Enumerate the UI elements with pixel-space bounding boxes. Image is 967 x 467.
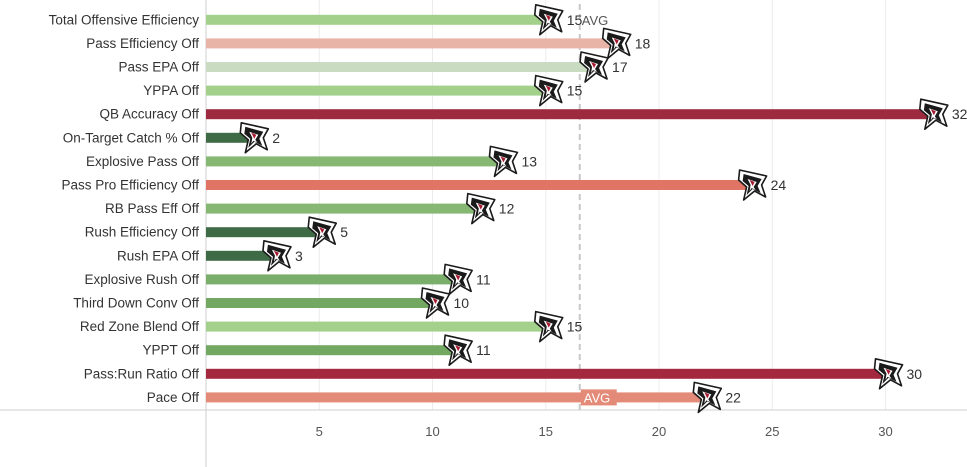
category-label: QB Accuracy Off bbox=[99, 107, 199, 122]
bar bbox=[206, 180, 750, 190]
bar bbox=[206, 203, 478, 214]
value-label: 15 bbox=[567, 319, 583, 335]
value-label: 22 bbox=[725, 389, 741, 405]
value-label: 3 bbox=[295, 248, 303, 264]
value-label: 15 bbox=[567, 83, 583, 99]
category-label: Pass Efficiency Off bbox=[86, 36, 199, 51]
falcons-logo-icon bbox=[692, 381, 723, 414]
falcons-logo-icon bbox=[239, 122, 270, 154]
falcons-logo-icon bbox=[737, 169, 768, 201]
value-label: 13 bbox=[521, 153, 537, 169]
bar bbox=[206, 368, 886, 379]
bar bbox=[206, 132, 252, 143]
falcons-logo-icon bbox=[307, 216, 338, 248]
falcons-logo-icon bbox=[262, 240, 292, 272]
value-label: 24 bbox=[771, 177, 787, 193]
category-label: Red Zone Blend Off bbox=[80, 319, 199, 334]
x-tick-label: 5 bbox=[316, 424, 323, 439]
falcons-logo-icon bbox=[533, 3, 564, 36]
value-label: 11 bbox=[476, 271, 491, 287]
falcons-logo-icon bbox=[579, 51, 609, 83]
avg-label-top: AVG bbox=[582, 13, 609, 28]
falcons-logo-icon bbox=[443, 263, 473, 296]
bar bbox=[206, 14, 546, 25]
bar bbox=[206, 321, 546, 332]
value-label: 15 bbox=[567, 12, 583, 28]
falcons-logo-icon bbox=[488, 145, 519, 178]
bar bbox=[206, 109, 931, 120]
bar bbox=[206, 298, 433, 308]
falcons-logo-icon bbox=[533, 74, 564, 107]
category-label: Third Down Conv Off bbox=[73, 296, 199, 311]
category-label: Pass EPA Off bbox=[118, 60, 199, 75]
x-tick-label: 30 bbox=[878, 424, 892, 439]
x-tick-label: 10 bbox=[425, 424, 439, 439]
value-label: 12 bbox=[499, 201, 515, 217]
value-label: 30 bbox=[907, 366, 923, 382]
bar bbox=[206, 62, 592, 72]
category-label: Total Offensive Efficiency bbox=[49, 12, 200, 27]
category-label: Explosive Rush Off bbox=[84, 272, 199, 287]
falcons-logo-icon bbox=[533, 310, 564, 343]
falcons-logo-icon bbox=[420, 287, 451, 319]
value-label: 2 bbox=[272, 130, 280, 146]
value-label: 10 bbox=[454, 295, 470, 311]
bar bbox=[206, 345, 456, 356]
value-label: 32 bbox=[952, 106, 967, 122]
bar bbox=[206, 38, 614, 49]
value-label: 18 bbox=[635, 35, 651, 51]
category-label: On-Target Catch % Off bbox=[63, 130, 200, 145]
falcons-logo-icon bbox=[443, 334, 473, 367]
bar bbox=[206, 227, 320, 238]
bar bbox=[206, 85, 546, 96]
x-tick-label: 20 bbox=[652, 424, 666, 439]
category-label: Pass Pro Efficiency Off bbox=[61, 178, 199, 193]
value-label: 5 bbox=[340, 224, 348, 240]
bar bbox=[206, 156, 501, 167]
category-label: Pass:Run Ratio Off bbox=[84, 366, 200, 381]
category-label: RB Pass Eff Off bbox=[105, 201, 199, 216]
bar bbox=[206, 250, 274, 261]
category-label: Rush Efficiency Off bbox=[85, 225, 200, 240]
falcons-logo-icon bbox=[601, 27, 632, 60]
value-label: 17 bbox=[612, 59, 628, 75]
x-tick-label: 25 bbox=[765, 424, 779, 439]
category-label: Pace Off bbox=[147, 390, 200, 405]
category-label: YPPA Off bbox=[143, 83, 199, 98]
bar bbox=[206, 274, 456, 285]
avg-label-bottom-bg bbox=[580, 389, 617, 406]
falcons-logo-icon bbox=[919, 98, 949, 130]
avg-label-bottom: AVG bbox=[584, 390, 611, 405]
category-label: Rush EPA Off bbox=[117, 248, 199, 263]
category-label: Explosive Pass Off bbox=[86, 154, 199, 169]
falcons-logo-icon bbox=[873, 357, 904, 390]
x-tick-label: 15 bbox=[539, 424, 553, 439]
falcons-logo-icon bbox=[466, 192, 496, 225]
bar bbox=[206, 392, 705, 403]
category-label: YPPT Off bbox=[142, 343, 199, 358]
value-label: 11 bbox=[476, 342, 491, 358]
